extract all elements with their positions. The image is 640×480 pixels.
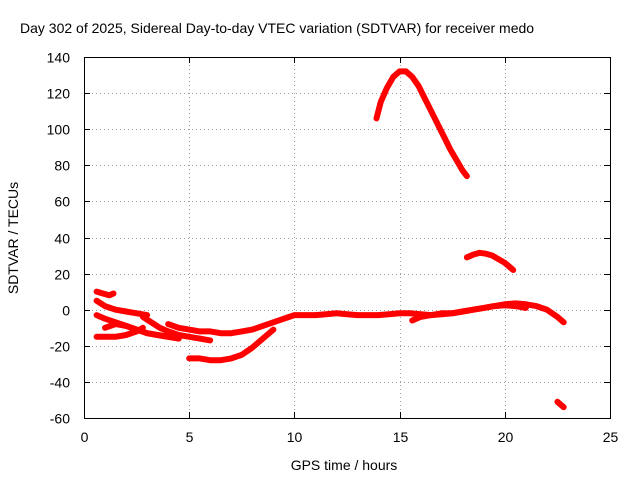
series-arc-2 — [93, 297, 151, 319]
x-tick-labels: 0 5 10 15 20 25 — [81, 429, 619, 445]
x-tick-label: 25 — [603, 429, 619, 445]
y-tick-label: -20 — [50, 339, 70, 355]
series-arc-12 — [554, 398, 567, 411]
series-arc-9 — [373, 68, 470, 180]
y-tick-label: 140 — [47, 50, 71, 66]
data-series — [93, 68, 567, 411]
y-tick-label: 40 — [54, 231, 70, 247]
x-axis-label: GPS time / hours — [291, 457, 398, 473]
x-tick-label: 5 — [186, 429, 194, 445]
grid — [84, 57, 610, 418]
plot-frame — [84, 57, 611, 419]
y-tick-label: -40 — [50, 375, 70, 391]
y-tick-label: 120 — [47, 86, 71, 102]
y-axis-label: SDTVAR / TECUs — [5, 182, 21, 294]
chart-title: Day 302 of 2025, Sidereal Day-to-day VTE… — [20, 20, 534, 36]
axis-ticks — [84, 57, 611, 419]
x-tick-label: 0 — [81, 429, 89, 445]
y-tick-label: 100 — [47, 122, 71, 138]
x-tick-label: 15 — [393, 429, 409, 445]
series-arc-8 — [186, 326, 277, 364]
series-arc-6 — [139, 313, 214, 344]
y-tick-label: -60 — [50, 411, 70, 427]
series-arc-5 — [102, 321, 182, 342]
y-tick-label: 60 — [54, 194, 70, 210]
y-tick-label: 0 — [62, 303, 70, 319]
series-arc-10 — [463, 249, 517, 273]
y-tick-label: 80 — [54, 158, 70, 174]
x-tick-label: 20 — [498, 429, 514, 445]
y-tick-labels: -60 -40 -20 0 20 40 60 80 100 120 140 — [47, 50, 71, 427]
y-tick-label: 20 — [54, 267, 70, 283]
x-tick-label: 10 — [287, 429, 303, 445]
series-arc-11 — [409, 302, 529, 324]
series-arc-1 — [93, 288, 117, 299]
